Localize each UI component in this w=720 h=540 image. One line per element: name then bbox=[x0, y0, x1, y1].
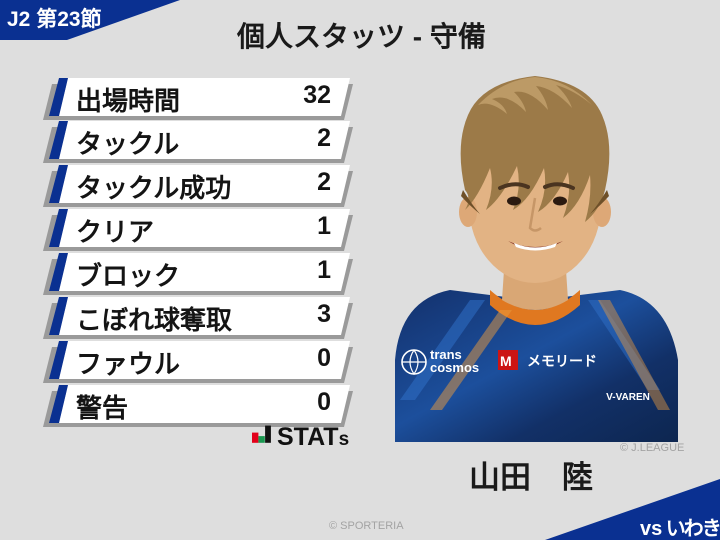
svg-text:V-VAREN: V-VAREN bbox=[606, 392, 650, 403]
svg-text:M: M bbox=[500, 353, 512, 369]
svg-text:メモリード: メモリード bbox=[527, 353, 597, 369]
svg-text:cosmos: cosmos bbox=[430, 360, 479, 375]
